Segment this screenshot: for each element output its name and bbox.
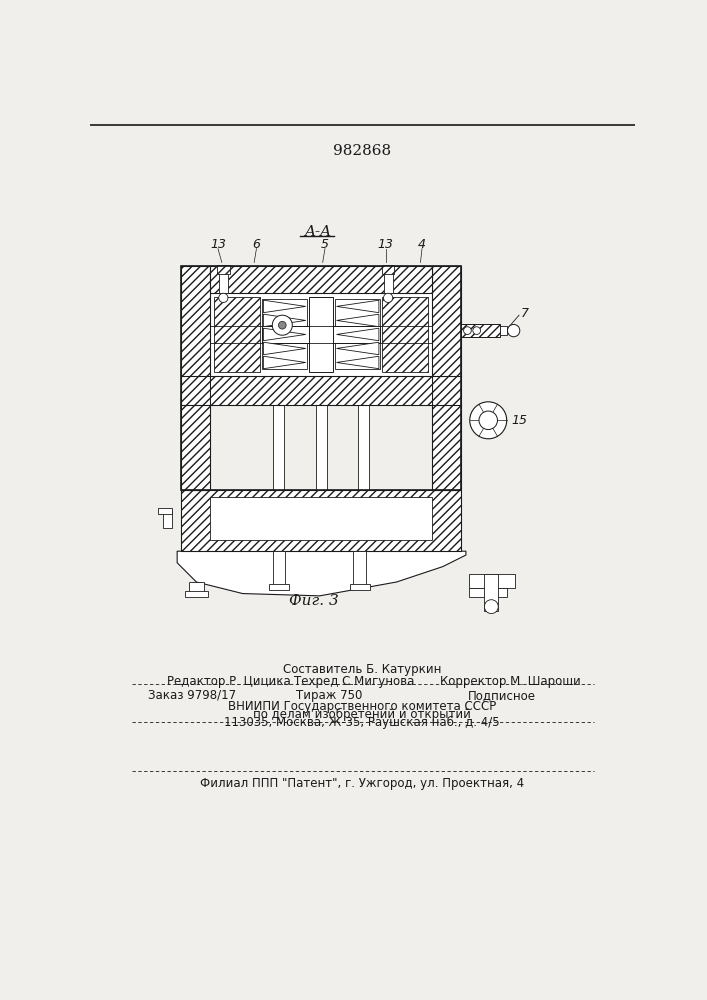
- Bar: [262, 299, 308, 369]
- Circle shape: [479, 411, 498, 430]
- Bar: [163, 511, 172, 528]
- Bar: [269, 584, 288, 590]
- Circle shape: [508, 324, 520, 337]
- Polygon shape: [177, 551, 466, 596]
- Circle shape: [464, 327, 472, 334]
- Text: ВНИИПИ Государственного комитета СССР: ВНИИПИ Государственного комитета СССР: [228, 700, 496, 713]
- Polygon shape: [337, 342, 379, 355]
- Circle shape: [279, 321, 286, 329]
- Text: Филиал ППП "Патент", г. Ужгород, ул. Проектная, 4: Филиал ППП "Патент", г. Ужгород, ул. Про…: [200, 777, 524, 790]
- Text: 7: 7: [521, 307, 530, 320]
- Bar: [210, 293, 432, 376]
- Bar: [469, 588, 486, 597]
- Text: Составитель Б. Катуркин: Составитель Б. Катуркин: [283, 663, 441, 676]
- Polygon shape: [264, 314, 305, 327]
- Bar: [273, 551, 285, 586]
- Circle shape: [469, 402, 507, 439]
- Polygon shape: [461, 324, 500, 337]
- Text: 6: 6: [252, 238, 260, 251]
- Bar: [210, 497, 432, 540]
- Polygon shape: [210, 376, 432, 405]
- Bar: [185, 591, 208, 597]
- Text: 13: 13: [210, 238, 226, 251]
- Polygon shape: [337, 356, 379, 369]
- Text: по делам изобретений и открытий: по делам изобретений и открытий: [253, 708, 471, 721]
- Text: Редактор Р. Цицика: Редактор Р. Цицика: [167, 675, 291, 688]
- Text: 15: 15: [511, 414, 527, 427]
- Bar: [500, 326, 508, 335]
- Bar: [469, 574, 515, 588]
- Bar: [181, 266, 461, 490]
- Text: 113035, Москва, Ж-35, Раушская наб., д. 4/5: 113035, Москва, Ж-35, Раушская наб., д. …: [224, 716, 500, 729]
- Bar: [383, 266, 393, 293]
- Text: 982868: 982868: [333, 144, 391, 158]
- Bar: [217, 265, 230, 274]
- Bar: [484, 574, 498, 611]
- Polygon shape: [432, 266, 461, 490]
- Polygon shape: [337, 300, 379, 313]
- Polygon shape: [181, 490, 461, 551]
- Text: Фиг. 3: Фиг. 3: [288, 594, 339, 608]
- Polygon shape: [337, 328, 379, 341]
- Bar: [491, 588, 508, 597]
- Polygon shape: [337, 314, 379, 327]
- Text: Заказ 9798/17: Заказ 9798/17: [148, 689, 236, 702]
- Bar: [189, 582, 204, 594]
- Text: 5: 5: [321, 238, 329, 251]
- Polygon shape: [264, 328, 305, 341]
- Bar: [335, 299, 380, 369]
- Bar: [358, 405, 369, 490]
- Text: Техред С.Мигунова: Техред С.Мигунова: [294, 675, 414, 688]
- Text: 4: 4: [418, 238, 426, 251]
- Bar: [158, 508, 172, 514]
- Bar: [309, 297, 334, 372]
- Text: Корректор М. Шароши: Корректор М. Шароши: [440, 675, 581, 688]
- Bar: [354, 551, 366, 586]
- Circle shape: [383, 293, 393, 302]
- Circle shape: [473, 327, 481, 334]
- Polygon shape: [210, 266, 432, 293]
- Polygon shape: [382, 297, 428, 372]
- Bar: [218, 266, 228, 293]
- Text: A-A: A-A: [304, 225, 331, 239]
- Bar: [382, 265, 395, 274]
- Circle shape: [484, 600, 498, 614]
- Text: Тираж 750: Тираж 750: [296, 689, 362, 702]
- Polygon shape: [264, 300, 305, 313]
- Bar: [274, 405, 284, 490]
- Bar: [262, 326, 380, 343]
- Bar: [350, 584, 370, 590]
- Bar: [316, 405, 327, 490]
- Circle shape: [272, 315, 292, 335]
- Polygon shape: [181, 266, 210, 490]
- Polygon shape: [214, 297, 260, 372]
- Polygon shape: [264, 342, 305, 355]
- Polygon shape: [264, 356, 305, 369]
- Circle shape: [218, 293, 228, 302]
- Text: 13: 13: [378, 238, 394, 251]
- Text: Подписное: Подписное: [467, 689, 535, 702]
